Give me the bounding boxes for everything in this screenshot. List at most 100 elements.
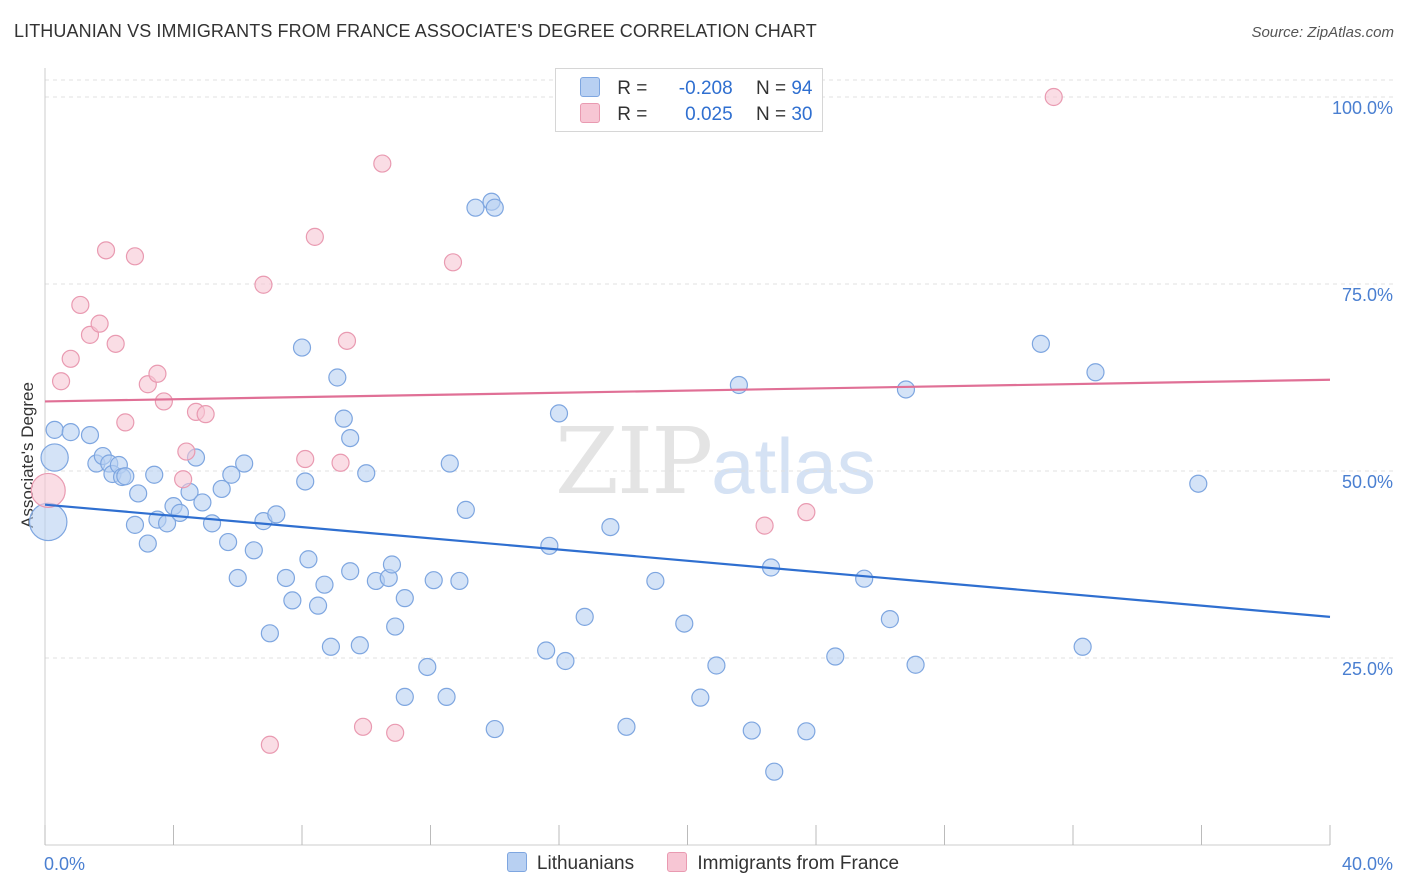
data-point-lithuanians (80, 425, 100, 445)
data-point-lithuanians (549, 404, 569, 423)
chart-source: Source: ZipAtlas.com (1251, 24, 1394, 41)
data-point-lithuanians (328, 368, 347, 387)
data-point-france (71, 295, 90, 315)
legend-swatch-lithuanians (506, 852, 527, 872)
data-point-lithuanians (1031, 334, 1050, 353)
data-point-lithuanians (450, 571, 469, 591)
legend-swatch-france (667, 852, 688, 872)
stats-legend: R = -0.208 N = 94 R = 0.025 N = 30 (555, 68, 823, 132)
data-point-france (125, 247, 145, 266)
trend-line-lithuanians (44, 503, 1331, 618)
legend-r-value: 0.025 (685, 104, 733, 125)
legend-swatch-pink (580, 103, 600, 123)
legend-label-france: Immigrants from France (697, 853, 900, 874)
data-point-lithuanians (691, 688, 710, 707)
legend-row-lithuanians: R = -0.208 N = 94 (580, 77, 812, 99)
data-point-lithuanians (267, 505, 286, 524)
data-point-france (196, 405, 215, 424)
legend-n-label: N = (755, 78, 787, 99)
data-point-lithuanians (202, 514, 222, 533)
legend-item-france[interactable]: Immigrants from France (667, 852, 899, 875)
legend-r-value: -0.208 (678, 78, 733, 99)
legend-r-label: R = (617, 78, 648, 99)
data-point-france (116, 413, 135, 432)
data-point-lithuanians (707, 656, 726, 675)
data-point-lithuanians (260, 624, 279, 643)
trend-line-france (44, 378, 1331, 403)
data-point-lithuanians (646, 571, 665, 591)
data-point-lithuanians (896, 380, 916, 399)
data-point-lithuanians (456, 500, 475, 519)
point-layer (28, 87, 1208, 781)
watermark-zip: ZIP (555, 408, 713, 515)
legend-item-lithuanians[interactable]: Lithuanians (506, 852, 635, 875)
data-point-lithuanians (880, 610, 899, 629)
data-point-lithuanians (906, 655, 925, 674)
data-point-france (755, 516, 774, 535)
data-point-lithuanians (308, 596, 328, 615)
x-tick-label: 40.0% (1342, 854, 1393, 874)
data-point-france (373, 154, 392, 173)
data-point-lithuanians (321, 637, 341, 656)
data-point-lithuanians (61, 423, 80, 442)
data-point-lithuanians (466, 198, 485, 217)
trend-layer (44, 378, 1331, 618)
watermark-atlas: atlas (711, 422, 876, 510)
legend-row-france: R = 0.025 N = 30 (580, 103, 812, 125)
data-point-lithuanians (765, 762, 784, 781)
data-point-france (174, 470, 193, 489)
data-point-lithuanians (1073, 637, 1092, 656)
data-point-lithuanians (357, 464, 376, 483)
data-point-lithuanians (742, 721, 761, 740)
data-point-lithuanians (424, 571, 443, 590)
data-point-france (154, 392, 173, 411)
data-point-lithuanians (1086, 363, 1105, 382)
data-point-lithuanians (276, 568, 296, 588)
data-point-lithuanians (283, 591, 302, 610)
data-point-france (331, 453, 350, 472)
data-point-lithuanians (145, 465, 164, 484)
data-point-lithuanians (129, 484, 148, 503)
data-point-lithuanians (395, 589, 414, 608)
data-point-lithuanians (212, 479, 231, 499)
data-point-lithuanians (575, 607, 594, 626)
legend-label-lithuanians: Lithuanians (536, 853, 635, 874)
data-point-lithuanians (193, 493, 212, 512)
axis-layer (44, 68, 1331, 846)
data-point-lithuanians (395, 687, 414, 706)
data-point-france (61, 349, 80, 368)
data-point-france (254, 275, 273, 294)
data-point-lithuanians (675, 614, 694, 633)
legend-n-value: 30 (791, 104, 813, 125)
data-point-france (148, 364, 167, 383)
data-point-lithuanians (797, 722, 816, 741)
data-point-lithuanians (855, 569, 874, 588)
legend-r-label: R = (617, 104, 648, 125)
data-point-lithuanians (219, 532, 238, 552)
data-point-lithuanians (729, 375, 749, 395)
data-point-france (797, 503, 816, 522)
data-point-lithuanians (334, 409, 353, 428)
data-point-lithuanians (485, 719, 504, 739)
data-point-lithuanians (315, 575, 334, 594)
data-point-lithuanians (125, 515, 145, 534)
data-point-lithuanians (418, 657, 437, 677)
data-point-france (353, 717, 373, 736)
data-point-lithuanians (537, 641, 556, 660)
data-point-lithuanians (292, 338, 312, 357)
series-legend: Lithuanians Immigrants from France (0, 852, 1406, 875)
y-tick-label: 75.0% (1342, 285, 1393, 305)
data-point-lithuanians (138, 534, 157, 553)
data-point-lithuanians (244, 541, 263, 560)
data-point-lithuanians (350, 636, 369, 655)
data-point-lithuanians (45, 420, 64, 439)
chart-title: LITHUANIAN VS IMMIGRANTS FROM FRANCE ASS… (14, 21, 817, 41)
data-point-lithuanians (617, 717, 636, 736)
data-point-lithuanians (485, 198, 504, 217)
data-point-france (106, 334, 125, 353)
legend-swatch-blue (580, 77, 600, 97)
data-point-france (90, 314, 109, 333)
data-point-france (177, 442, 196, 461)
data-point-lithuanians (556, 651, 575, 671)
